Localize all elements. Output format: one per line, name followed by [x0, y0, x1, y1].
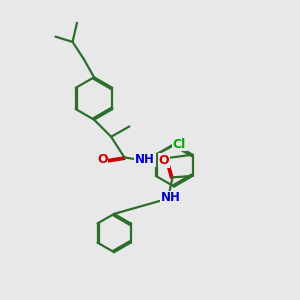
Text: NH: NH — [135, 153, 155, 166]
Text: Cl: Cl — [173, 138, 186, 151]
Text: O: O — [158, 154, 169, 167]
Text: NH: NH — [161, 191, 181, 205]
Text: O: O — [97, 153, 108, 166]
